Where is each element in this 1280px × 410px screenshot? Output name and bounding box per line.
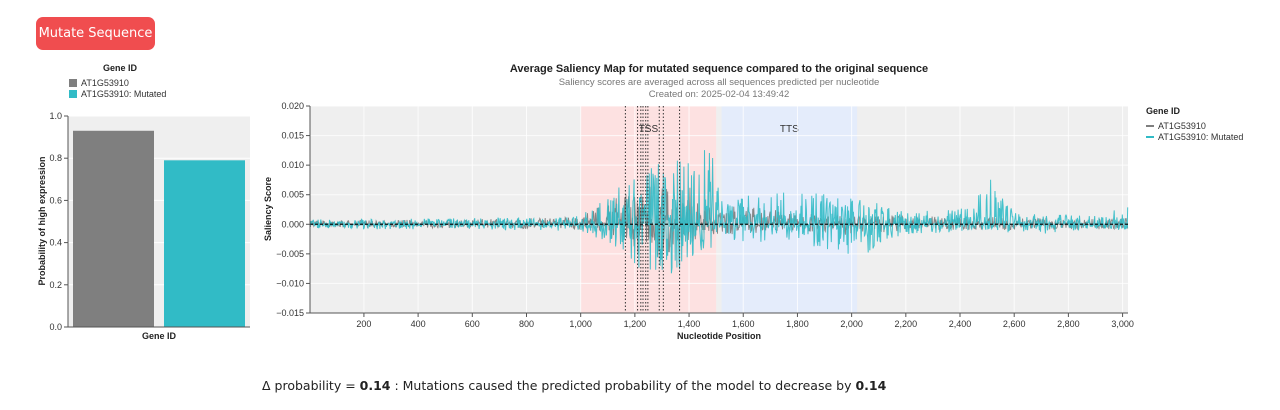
bar-legend-title: Gene ID bbox=[103, 63, 138, 73]
saliency-x-tick-label: 2,200 bbox=[895, 319, 918, 329]
region-label-tss: TSS bbox=[639, 124, 659, 135]
bar-y-tick-label: 0.2 bbox=[49, 280, 62, 290]
mutation-position-markers bbox=[624, 106, 681, 313]
mutate-sequence-button[interactable]: Mutate Sequence bbox=[36, 17, 155, 50]
bar-legend-swatch-original bbox=[69, 79, 77, 87]
saliency-x-axis-label: Nucleotide Position bbox=[677, 331, 761, 341]
saliency-x-tick-label: 1,000 bbox=[569, 319, 592, 329]
saliency-x-tick-label: 800 bbox=[519, 319, 534, 329]
saliency-legend-item-mutated: AT1G53910: Mutated bbox=[1158, 132, 1243, 142]
saliency-line-chart: Average Saliency Map for mutated sequenc… bbox=[263, 63, 1243, 341]
saliency-x-tick-label: 2,000 bbox=[840, 319, 863, 329]
bar-marks bbox=[73, 130, 245, 327]
saliency-created: Created on: 2025-02-04 13:49:42 bbox=[649, 89, 790, 100]
bar-legend-item-mutated: AT1G53910: Mutated bbox=[81, 89, 166, 99]
saliency-y-tick-label: 0.005 bbox=[281, 190, 304, 200]
saliency-x-tick-label: 3,000 bbox=[1111, 319, 1134, 329]
delta-prefix: Δ probability = bbox=[262, 378, 360, 393]
saliency-y-axis-label: Saliency Score bbox=[263, 177, 273, 241]
saliency-legend-item-original: AT1G53910 bbox=[1158, 121, 1206, 131]
saliency-grid bbox=[310, 105, 1128, 314]
bar-mutated[interactable] bbox=[164, 160, 245, 327]
saliency-y-tick-label: −0.005 bbox=[276, 249, 304, 259]
bar-x-axis-label: Gene ID bbox=[142, 331, 177, 341]
saliency-title: Average Saliency Map for mutated sequenc… bbox=[510, 63, 928, 75]
region-label-tts: TTS bbox=[780, 124, 799, 135]
saliency-x-tick-label: 1,200 bbox=[624, 319, 647, 329]
saliency-x-tick-label: 200 bbox=[356, 319, 371, 329]
bar-y-tick-label: 1.0 bbox=[49, 111, 62, 121]
saliency-y-tick-labels: 0.020 0.015 0.010 0.005 0.000 −0.005 −0.010 −0.… bbox=[276, 101, 310, 318]
bar-legend-swatch-mutated bbox=[69, 90, 77, 98]
delta-probability-text: Δ probability = 0.14 : Mutations caused … bbox=[262, 378, 886, 393]
delta-value: 0.14 bbox=[359, 378, 391, 393]
bar-y-tick-label: 0.8 bbox=[49, 153, 62, 163]
bar-y-axis-label: Probability of high expression bbox=[37, 156, 47, 285]
bar-legend-item-original: AT1G53910 bbox=[81, 78, 129, 88]
saliency-legend-title: Gene ID bbox=[1146, 106, 1181, 116]
saliency-y-tick-label: −0.015 bbox=[276, 308, 304, 318]
saliency-x-tick-label: 400 bbox=[411, 319, 426, 329]
saliency-x-tick-label: 600 bbox=[465, 319, 480, 329]
bar-y-tick-label: 0.0 bbox=[49, 322, 62, 332]
saliency-y-tick-label: 0.020 bbox=[281, 101, 304, 111]
bar-original[interactable] bbox=[73, 130, 154, 327]
series-line-mutated bbox=[309, 150, 1129, 274]
saliency-y-tick-label: 0.015 bbox=[281, 131, 304, 141]
saliency-y-tick-label: 0.010 bbox=[281, 160, 304, 170]
saliency-y-tick-label: −0.010 bbox=[276, 278, 304, 288]
bar-y-tick-label: 0.6 bbox=[49, 195, 62, 205]
saliency-y-tick-label: 0.000 bbox=[281, 219, 304, 229]
saliency-x-tick-label: 1,600 bbox=[732, 319, 755, 329]
saliency-x-tick-label: 2,800 bbox=[1057, 319, 1080, 329]
saliency-series bbox=[309, 150, 1129, 274]
delta-middle: : Mutations caused the predicted probabi… bbox=[390, 378, 856, 393]
probability-bar-chart: Gene ID AT1G53910 AT1G53910: Mutated 0.0… bbox=[37, 63, 250, 341]
saliency-x-tick-label: 1,400 bbox=[678, 319, 701, 329]
saliency-x-tick-label: 2,400 bbox=[949, 319, 972, 329]
saliency-regions: TSS TTS bbox=[580, 106, 858, 313]
delta-value-2: 0.14 bbox=[855, 378, 887, 393]
saliency-x-tick-label: 1,800 bbox=[786, 319, 809, 329]
bar-y-tick-labels: 0.0 0.2 0.4 0.6 0.8 1.0 bbox=[49, 111, 68, 332]
saliency-x-tick-label: 2,600 bbox=[1003, 319, 1026, 329]
saliency-subtitle: Saliency scores are averaged across all … bbox=[559, 77, 880, 88]
bar-y-tick-label: 0.4 bbox=[49, 238, 62, 248]
saliency-x-tick-labels: 200 400 600 800 1,000 1,200 1,400 1,600 1,800 2,0… bbox=[356, 313, 1134, 329]
